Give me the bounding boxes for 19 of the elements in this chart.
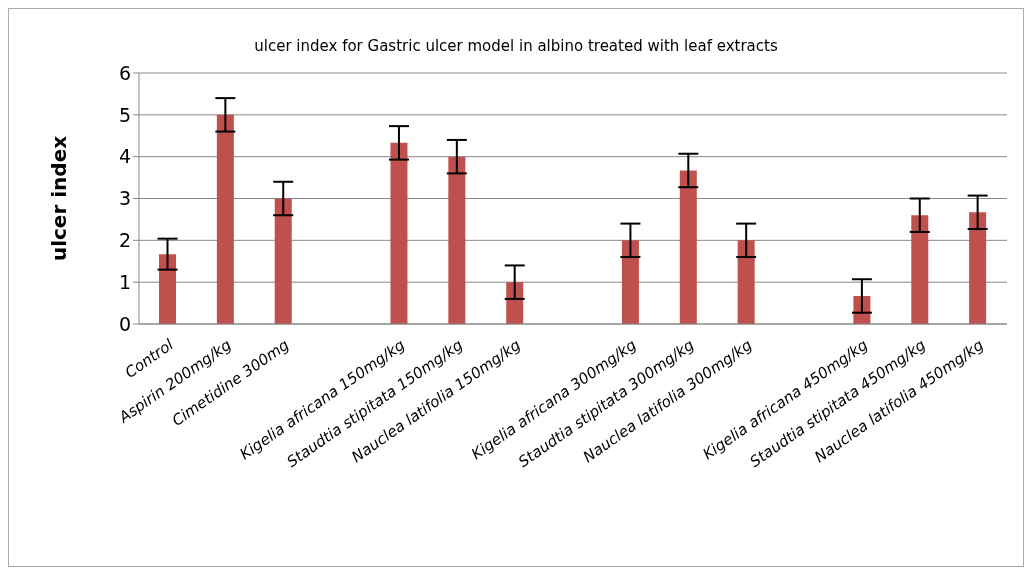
y-tick-label: 5 [118,103,131,126]
y-axis-title: ulcer index [47,135,72,262]
y-tick-label: 1 [118,270,131,293]
bar [159,254,176,324]
bar [737,240,755,324]
y-tick-label: 0 [118,312,131,335]
bar [969,212,987,324]
y-tick-label: 2 [118,229,131,252]
bar [621,240,639,324]
y-tick-label: 4 [118,145,131,168]
bar [679,170,697,324]
bar [216,114,234,324]
chart-title: ulcer index for Gastric ulcer model in albino treated with leaf extracts [253,37,779,57]
bar [911,215,929,324]
y-tick-label: 6 [118,61,131,84]
bar [274,198,292,324]
bar [448,156,466,324]
bar [390,142,408,324]
y-tick-label: 3 [118,187,131,210]
